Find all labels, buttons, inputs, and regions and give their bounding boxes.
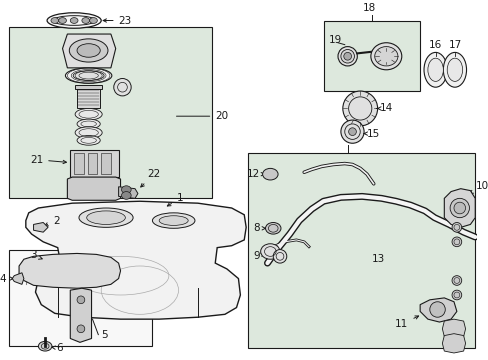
Ellipse shape — [38, 341, 52, 351]
Ellipse shape — [152, 213, 195, 228]
Text: 18: 18 — [363, 3, 376, 13]
Ellipse shape — [77, 296, 84, 304]
Text: 4: 4 — [0, 274, 13, 284]
Ellipse shape — [47, 13, 101, 28]
Text: 22: 22 — [141, 169, 161, 187]
Ellipse shape — [81, 18, 89, 23]
Ellipse shape — [70, 18, 78, 23]
Ellipse shape — [337, 46, 357, 66]
Text: 6: 6 — [51, 343, 63, 353]
Ellipse shape — [348, 128, 356, 135]
Text: 11: 11 — [394, 316, 418, 329]
Text: 7: 7 — [341, 131, 347, 141]
Ellipse shape — [159, 216, 188, 225]
Text: 19: 19 — [328, 35, 342, 45]
Ellipse shape — [423, 53, 447, 87]
Ellipse shape — [73, 71, 104, 80]
Polygon shape — [34, 222, 48, 232]
Bar — [247, 153, 474, 348]
Ellipse shape — [86, 211, 125, 224]
Ellipse shape — [75, 108, 102, 120]
Ellipse shape — [273, 249, 286, 263]
Bar — [323, 22, 419, 91]
Polygon shape — [119, 187, 138, 198]
Bar — [70, 150, 119, 177]
Bar — [77, 87, 100, 108]
Text: 12: 12 — [246, 169, 264, 179]
Ellipse shape — [443, 53, 466, 87]
Bar — [87, 153, 97, 174]
Ellipse shape — [69, 39, 108, 62]
Text: 2: 2 — [45, 216, 60, 226]
Ellipse shape — [342, 91, 377, 126]
Text: 23: 23 — [103, 15, 132, 26]
Bar — [101, 153, 111, 174]
Ellipse shape — [262, 168, 278, 180]
Text: 16: 16 — [428, 40, 441, 50]
Ellipse shape — [77, 119, 100, 129]
Text: 3: 3 — [30, 250, 42, 260]
Ellipse shape — [370, 43, 401, 70]
Ellipse shape — [114, 78, 131, 96]
Text: 1: 1 — [167, 193, 183, 206]
Ellipse shape — [77, 135, 100, 145]
Text: 14: 14 — [376, 103, 392, 113]
Ellipse shape — [429, 302, 445, 317]
Polygon shape — [442, 319, 465, 338]
Polygon shape — [19, 253, 120, 288]
Ellipse shape — [65, 68, 112, 83]
Text: 15: 15 — [363, 129, 380, 139]
Text: 8: 8 — [253, 223, 265, 233]
Polygon shape — [442, 334, 465, 353]
Ellipse shape — [121, 192, 131, 199]
Bar — [9, 249, 152, 346]
Ellipse shape — [265, 222, 281, 234]
Bar — [74, 153, 83, 174]
Ellipse shape — [53, 16, 95, 25]
Text: 21: 21 — [30, 155, 66, 165]
Ellipse shape — [77, 325, 84, 333]
Ellipse shape — [451, 222, 461, 232]
Ellipse shape — [340, 50, 354, 63]
Bar — [75, 85, 102, 89]
Text: 10: 10 — [469, 181, 488, 193]
Polygon shape — [419, 298, 456, 322]
Text: 13: 13 — [371, 254, 384, 264]
Ellipse shape — [51, 18, 59, 23]
Ellipse shape — [451, 237, 461, 247]
Text: 9: 9 — [253, 251, 264, 261]
Ellipse shape — [340, 120, 364, 143]
Ellipse shape — [453, 202, 465, 214]
Ellipse shape — [451, 290, 461, 300]
Ellipse shape — [427, 58, 443, 81]
Polygon shape — [67, 177, 120, 200]
Ellipse shape — [260, 244, 280, 259]
Ellipse shape — [59, 18, 66, 23]
Text: 17: 17 — [447, 40, 461, 50]
Text: 20: 20 — [176, 111, 228, 121]
Text: 5: 5 — [101, 330, 108, 339]
Ellipse shape — [343, 53, 351, 60]
Ellipse shape — [121, 186, 131, 194]
Polygon shape — [444, 189, 474, 227]
Polygon shape — [26, 201, 245, 319]
Ellipse shape — [374, 46, 397, 66]
Ellipse shape — [447, 58, 462, 81]
Polygon shape — [12, 273, 24, 284]
Ellipse shape — [449, 198, 468, 218]
Bar — [9, 27, 212, 198]
Ellipse shape — [77, 44, 100, 57]
Ellipse shape — [79, 208, 133, 227]
Ellipse shape — [451, 276, 461, 285]
Polygon shape — [70, 288, 91, 342]
Polygon shape — [62, 34, 116, 68]
Ellipse shape — [75, 127, 102, 138]
Ellipse shape — [89, 18, 97, 23]
